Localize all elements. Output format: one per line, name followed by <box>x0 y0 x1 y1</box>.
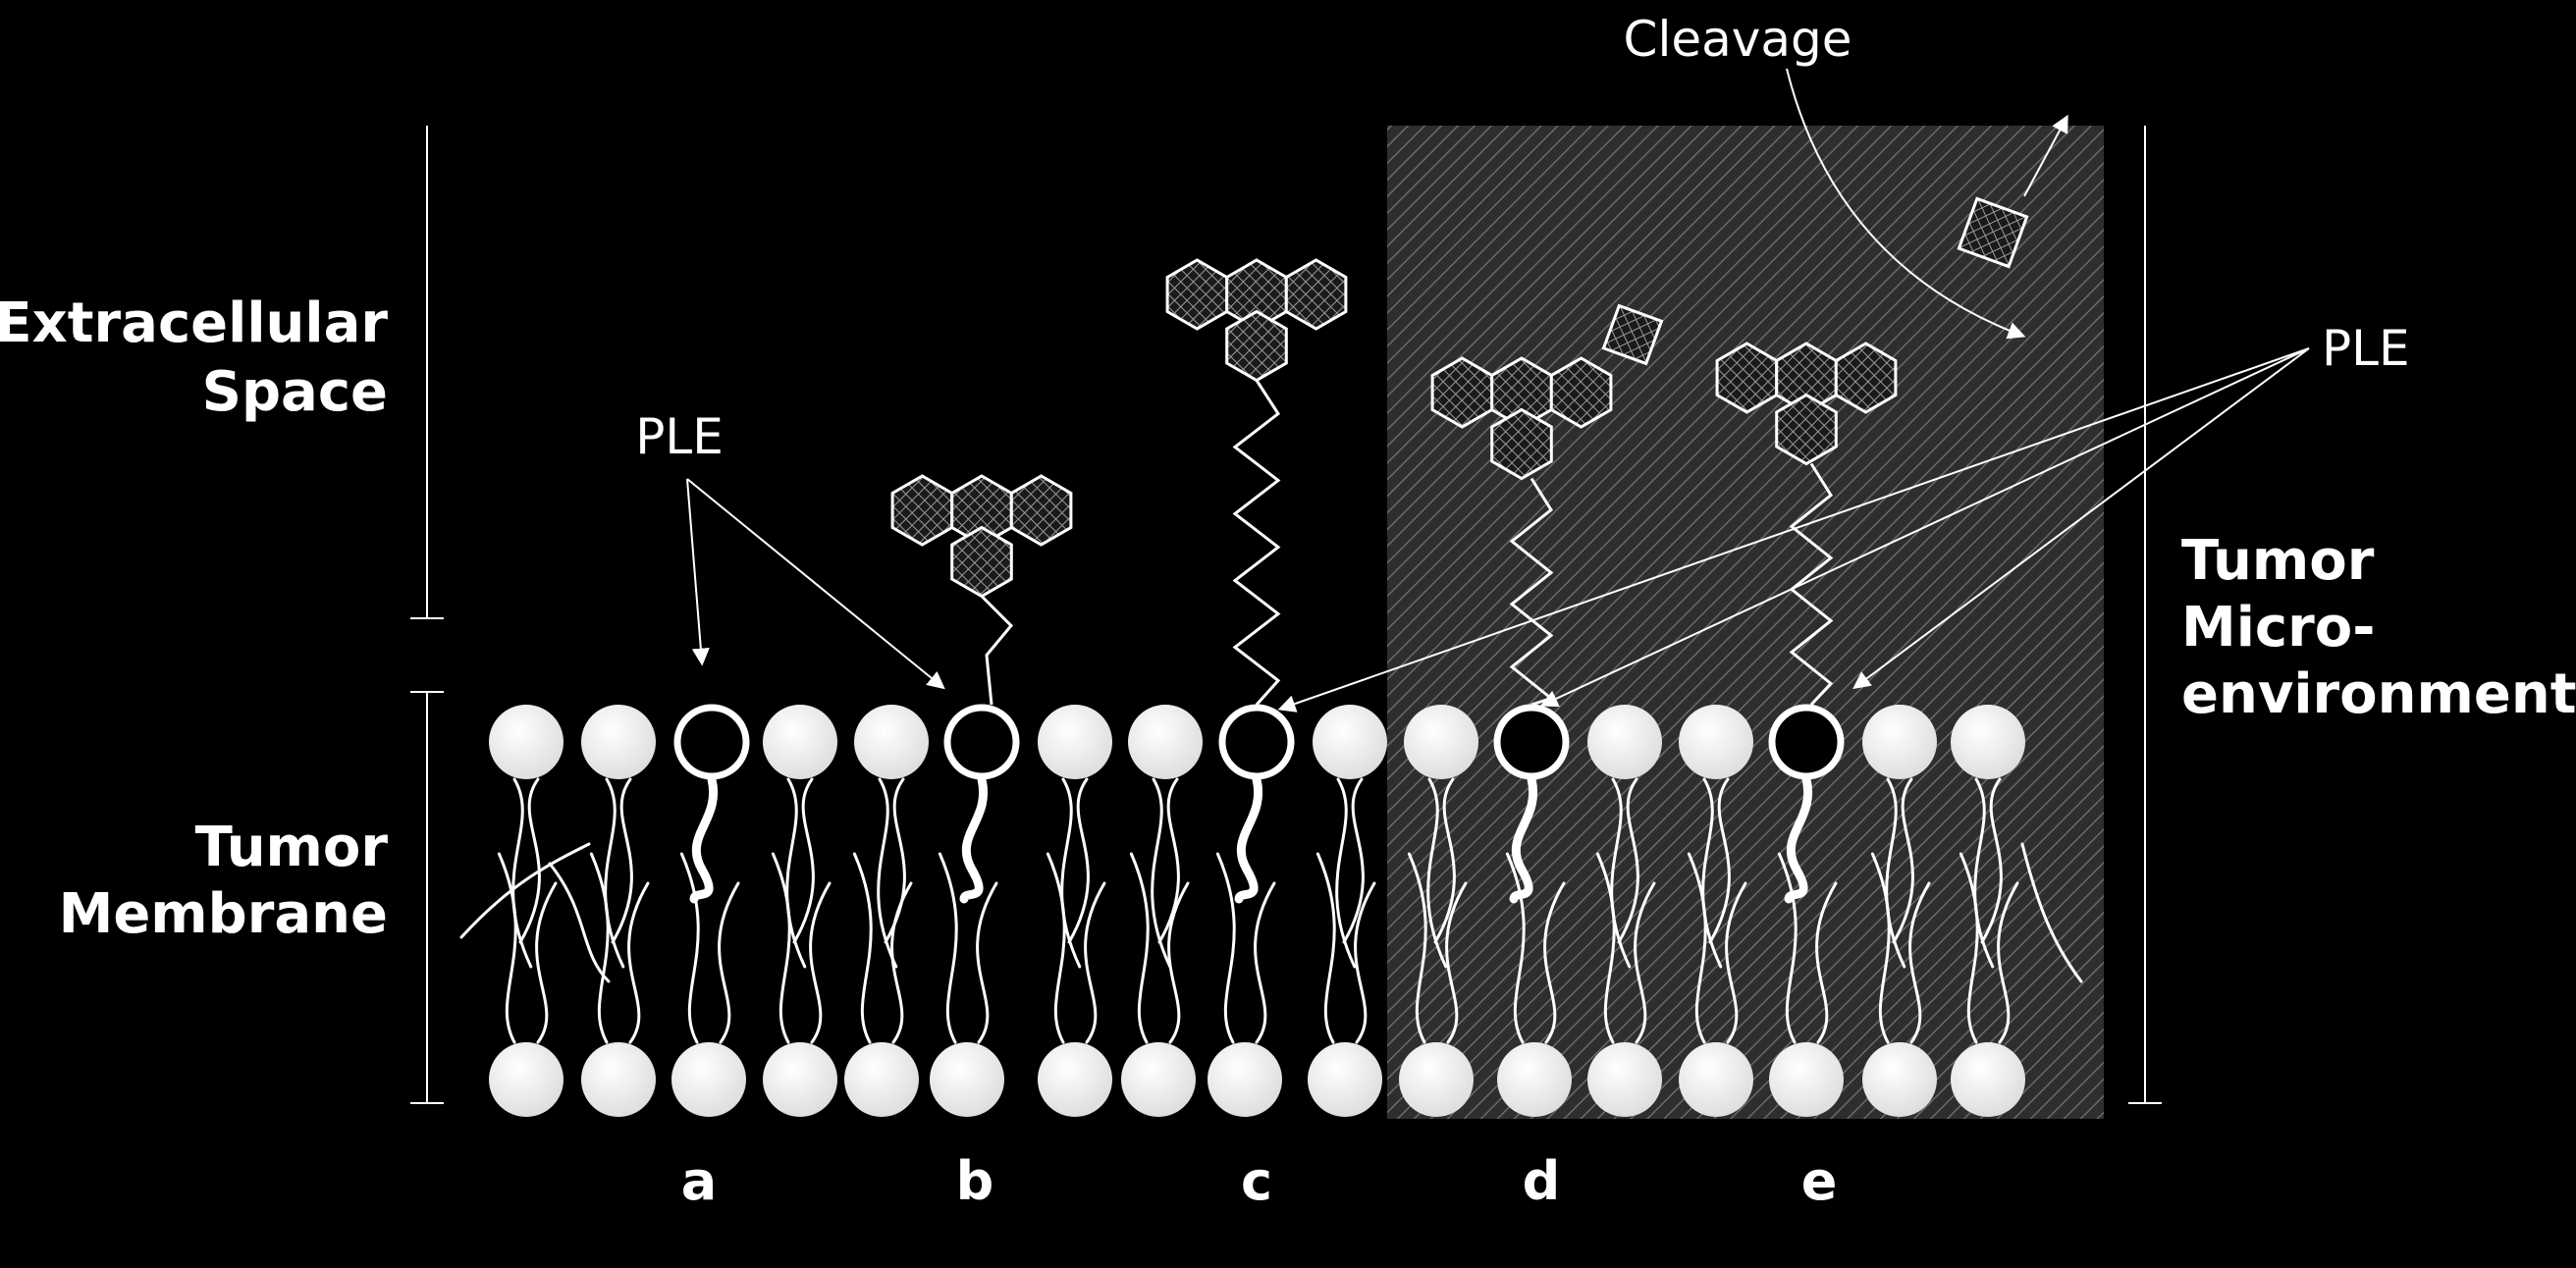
lipid-tail <box>1131 854 1148 1042</box>
lipid-head <box>1862 705 1937 779</box>
ple-anchor-tail <box>964 779 984 899</box>
lipid-tail <box>720 883 738 1042</box>
aromatic-ring <box>1011 476 1071 545</box>
lipid-head <box>1399 1042 1474 1117</box>
ple-head-open <box>1222 708 1291 776</box>
micro-label-line2: Micro- <box>2181 596 2375 660</box>
lipid-head <box>1404 705 1478 779</box>
lipid-head <box>1497 1042 1572 1117</box>
lipid-head <box>1038 705 1112 779</box>
position-letter-c: c <box>1241 1150 1272 1212</box>
lipid-head <box>1862 1042 1937 1117</box>
lipid-head <box>1121 1042 1196 1117</box>
ple-head-open <box>677 708 746 776</box>
lipid-head <box>489 1042 564 1117</box>
lipid-head <box>854 705 929 779</box>
ple-head-open <box>947 708 1016 776</box>
extracellular-label-line1: Extracellular <box>0 291 388 355</box>
ple-head-cleaved <box>1772 708 1841 776</box>
aromatic-ring <box>1227 312 1287 381</box>
lipid-tail <box>461 844 589 937</box>
position-letters: a b c d e <box>681 1150 1838 1212</box>
lipid-tail <box>939 854 956 1042</box>
lipid-head <box>581 705 656 779</box>
lipid-head <box>1951 705 2025 779</box>
membrane-label-line1: Tumor <box>195 816 389 879</box>
ple-label-left: PLE <box>635 408 724 465</box>
lipid-tail <box>978 883 996 1042</box>
ple-anchor-tail <box>694 779 714 899</box>
position-letter-d: d <box>1523 1150 1561 1212</box>
lipid-tail <box>1217 854 1234 1042</box>
lipid-head <box>671 1042 746 1117</box>
micro-label-line3: environment <box>2181 662 2576 726</box>
ple-anchor-tail <box>1239 779 1259 899</box>
aromatic-ring <box>1286 260 1346 329</box>
lipid-tail <box>1256 883 1274 1042</box>
linker-long <box>1235 381 1278 706</box>
aromatic-ring <box>1167 260 1227 329</box>
lipid-head <box>581 1042 656 1117</box>
ple-head-cleaved <box>1497 708 1566 776</box>
membrane-label-line2: Membrane <box>59 882 388 946</box>
extracellular-bracket <box>410 126 444 618</box>
lipid-head <box>1313 705 1387 779</box>
lipid-head <box>1679 705 1753 779</box>
ple-label-right: PLE <box>2322 320 2410 377</box>
aromatic-ring <box>952 528 1012 597</box>
lower-leaflet-heads <box>489 1042 2025 1117</box>
tumor-microenvironment-region <box>1387 126 2104 1119</box>
lipid-tail <box>1169 883 1188 1042</box>
cleavage-label: Cleavage <box>1624 11 1852 68</box>
lipid-head <box>1587 1042 1662 1117</box>
lipid-head <box>1308 1042 1382 1117</box>
lipid-head <box>1208 1042 1282 1117</box>
lipid-tail <box>681 854 698 1042</box>
lipid-head <box>1587 705 1662 779</box>
micro-label-line1: Tumor <box>2181 529 2375 593</box>
position-letter-e: e <box>1801 1150 1838 1212</box>
position-letter-b: b <box>956 1150 994 1212</box>
lipid-head <box>1951 1042 2025 1117</box>
linker-short <box>982 597 1011 706</box>
lipid-tail <box>629 883 648 1042</box>
lipid-head <box>1128 705 1203 779</box>
lipid-head <box>1769 1042 1844 1117</box>
lipid-head <box>930 1042 1004 1117</box>
lipid-head <box>844 1042 919 1117</box>
lipid-tail <box>537 883 556 1042</box>
microenvironment-bracket <box>2128 126 2162 1103</box>
lipid-head <box>763 1042 837 1117</box>
lipid-tail <box>1317 854 1334 1042</box>
lipid-tail <box>811 883 830 1042</box>
lipid-head <box>489 705 564 779</box>
aromatic-ring <box>892 476 952 545</box>
lipid-head <box>1038 1042 1112 1117</box>
lipid-head <box>763 705 837 779</box>
lipid-tail <box>1086 883 1104 1042</box>
membrane-bracket <box>410 692 444 1103</box>
lipid-tail <box>854 854 871 1042</box>
position-letter-a: a <box>681 1150 717 1212</box>
upper-leaflet-heads <box>489 705 2025 779</box>
lipid-head <box>1679 1042 1753 1117</box>
extracellular-label-line2: Space <box>202 360 388 424</box>
